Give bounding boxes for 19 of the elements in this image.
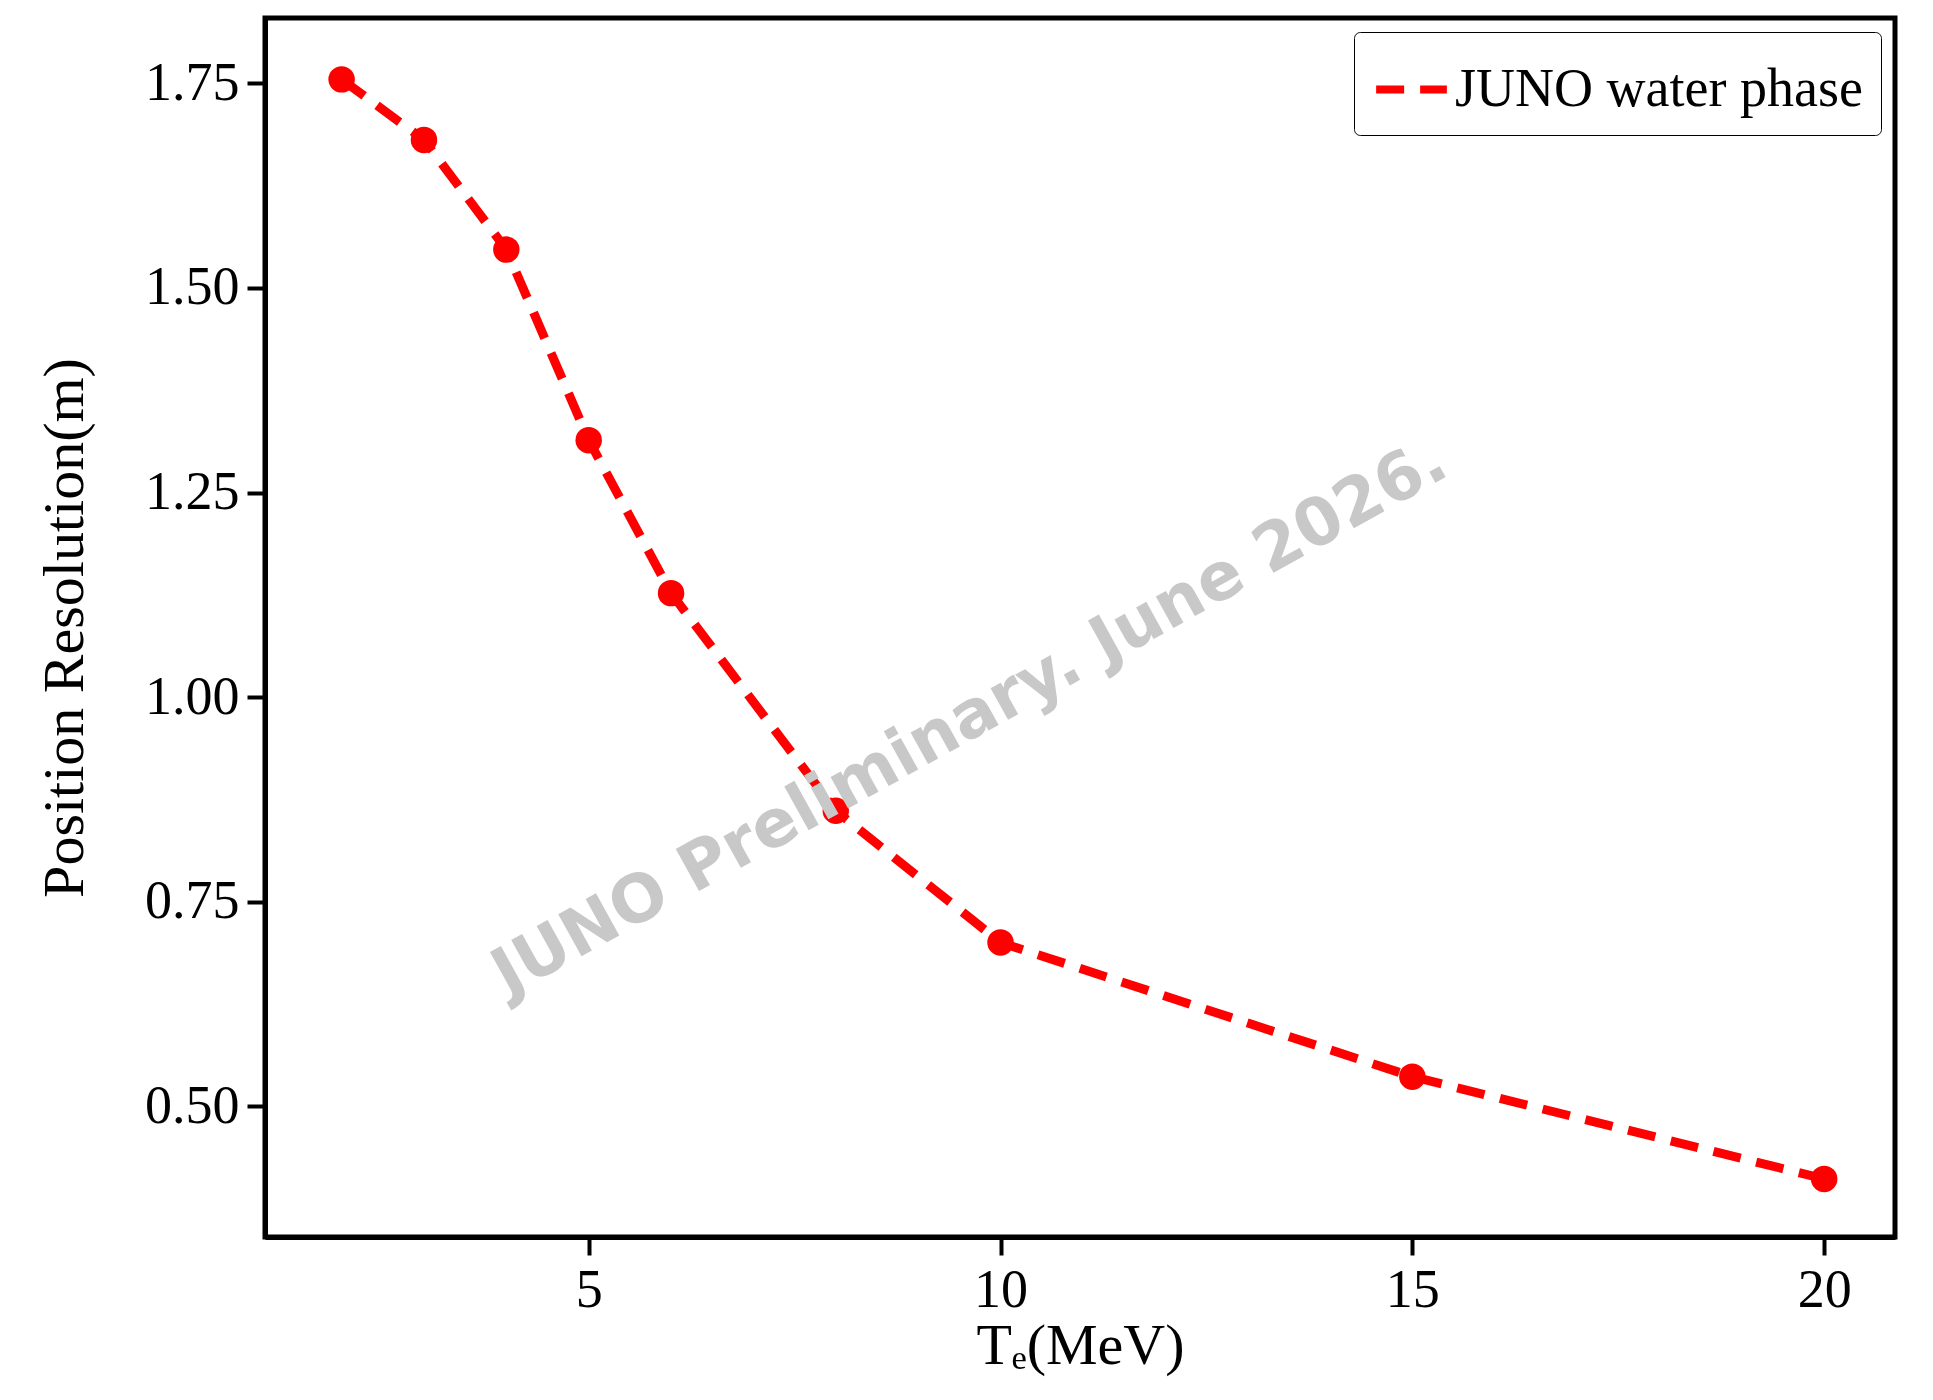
y-tick-label: 0.50 bbox=[145, 1074, 240, 1135]
x-tick-label: 15 bbox=[1385, 1258, 1440, 1319]
x-tick-label: 5 bbox=[575, 1258, 603, 1319]
point bbox=[657, 579, 685, 607]
y-tick-label: 1.50 bbox=[145, 256, 240, 317]
point bbox=[987, 929, 1014, 956]
y-tick-label: 1.00 bbox=[145, 665, 240, 726]
legend-label: JUNO water phase bbox=[1455, 57, 1863, 118]
point bbox=[328, 66, 355, 93]
point bbox=[410, 126, 438, 154]
point bbox=[1810, 1165, 1838, 1193]
y-tick-label: 0.75 bbox=[145, 870, 240, 931]
y-tick-label: 1.25 bbox=[145, 461, 240, 522]
y-tick-label: 1.75 bbox=[145, 51, 240, 112]
point bbox=[1399, 1063, 1426, 1090]
point bbox=[575, 426, 602, 454]
y-axis-title: Position Resolution(m) bbox=[31, 358, 96, 898]
point bbox=[493, 236, 520, 263]
x-tick-label: 20 bbox=[1797, 1258, 1852, 1319]
